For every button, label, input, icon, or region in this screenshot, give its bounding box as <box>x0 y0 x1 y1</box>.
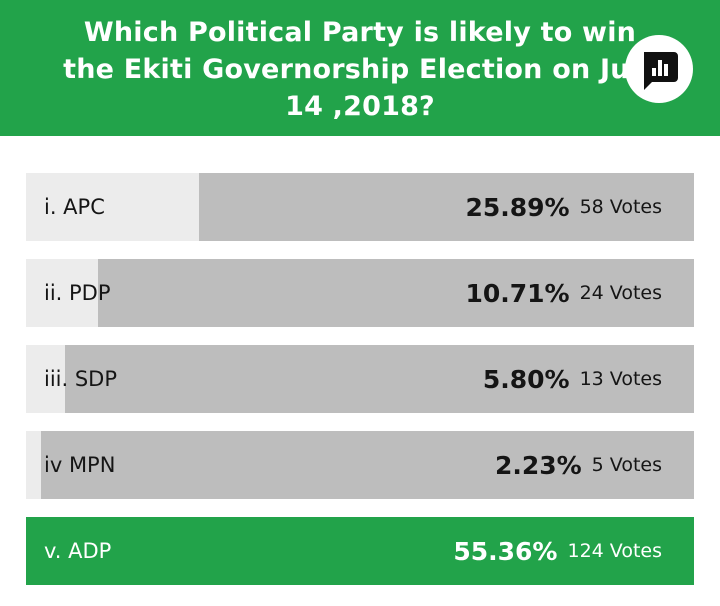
poll-header: Which Political Party is likely to win t… <box>0 0 720 136</box>
poll-option-label: iv MPN <box>44 453 116 477</box>
poll-option-label: ii. PDP <box>44 281 111 305</box>
poll-option-fill <box>26 517 694 585</box>
poll-option-stats: 25.89% 58 Votes <box>465 173 662 241</box>
poll-option-fill <box>97 259 694 327</box>
poll-option-mpn[interactable]: iv MPN 2.23% 5 Votes <box>26 431 694 499</box>
poll-option-fill <box>64 345 694 413</box>
poll-option-label: i. APC <box>44 195 105 219</box>
poll-option-fill <box>40 431 694 499</box>
poll-option-percent: 2.23% <box>494 450 582 480</box>
poll-option-label: iii. SDP <box>44 367 118 391</box>
poll-option-label: v. ADP <box>44 539 112 563</box>
poll-option-apc[interactable]: i. APC 25.89% 58 Votes <box>26 173 694 241</box>
poll-option-adp[interactable]: v. ADP 55.36% 124 Votes <box>26 517 694 585</box>
poll-option-votes: 58 Votes <box>579 196 662 218</box>
poll-option-pdp[interactable]: ii. PDP 10.71% 24 Votes <box>26 259 694 327</box>
poll-option-stats: 10.71% 24 Votes <box>465 259 662 327</box>
poll-option-percent: 10.71% <box>465 278 570 308</box>
poll-question: Which Political Party is likely to win t… <box>63 17 657 122</box>
poll-option-percent: 5.80% <box>482 364 570 394</box>
poll-option-votes: 13 Votes <box>579 368 662 390</box>
poll-option-votes: 24 Votes <box>579 282 662 304</box>
poll-option-percent: 25.89% <box>465 192 570 222</box>
poll-option-stats: 5.80% 13 Votes <box>483 345 662 413</box>
poll-bar-chart-icon <box>625 35 693 103</box>
poll-option-fill <box>198 173 694 241</box>
poll-option-votes: 124 Votes <box>567 540 663 562</box>
poll-option-stats: 2.23% 5 Votes <box>495 431 662 499</box>
poll-option-sdp[interactable]: iii. SDP 5.80% 13 Votes <box>26 345 694 413</box>
poll-option-stats: 55.36% 124 Votes <box>453 517 662 585</box>
poll-option-percent: 55.36% <box>453 536 558 566</box>
poll-option-votes: 5 Votes <box>591 454 662 476</box>
